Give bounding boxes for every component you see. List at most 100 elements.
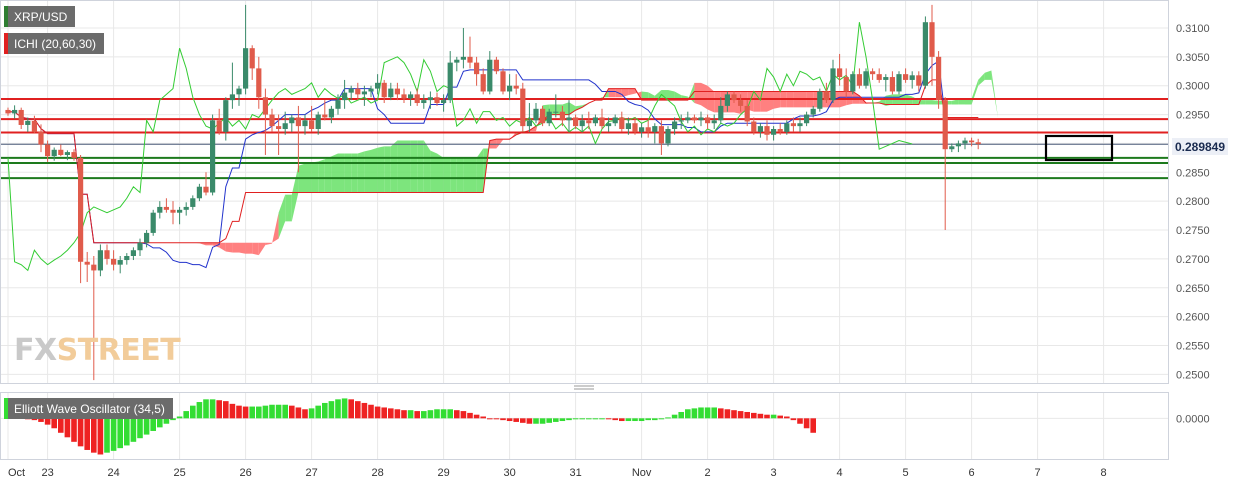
bull-candle	[718, 105, 724, 121]
oscillator-bar	[368, 404, 374, 419]
oscillator-bar	[704, 407, 711, 419]
kumo-segment	[397, 140, 404, 193]
kumo-segment	[252, 242, 259, 256]
oscillator-bar	[58, 418, 64, 433]
oscillator-bar	[38, 418, 44, 422]
kumo-segment	[661, 90, 668, 101]
bear-candle	[91, 264, 97, 271]
oscillator-bar	[790, 418, 797, 421]
kumo-segment	[628, 88, 635, 96]
oscillator-bar	[526, 418, 533, 424]
bull-candle	[460, 56, 466, 60]
bear-candle	[493, 59, 499, 72]
oscillator-bar	[638, 418, 645, 422]
oscillator-bar	[487, 418, 493, 420]
bear-candle	[84, 261, 90, 265]
oscillator-bar	[605, 418, 612, 420]
time-tick-label: 31	[569, 467, 581, 479]
bull-candle	[64, 152, 70, 155]
time-tick-label: 4	[837, 467, 843, 479]
kumo-segment	[265, 242, 272, 246]
bear-candle	[78, 157, 84, 262]
price-tick-label: 0.2750	[1176, 225, 1210, 237]
oscillator-bar	[553, 418, 559, 422]
oscillator-bar	[97, 418, 104, 455]
pane-resize-handle[interactable]	[574, 385, 594, 390]
logo-fx: FX	[14, 333, 57, 368]
time-tick-label: 23	[41, 467, 53, 479]
bull-candle	[315, 114, 321, 129]
oscillator-bar	[447, 409, 453, 419]
bear-candle	[942, 100, 948, 150]
kumo-segment	[773, 91, 781, 109]
bull-candle	[137, 242, 143, 251]
bull-candle	[177, 209, 183, 213]
time-tick-label: 8	[1101, 467, 1107, 479]
kumo-segment	[668, 90, 675, 101]
kumo-segment	[384, 146, 391, 193]
oscillator-bar	[71, 418, 77, 442]
oscillator-bar	[249, 406, 255, 419]
bear-candle	[876, 74, 882, 80]
kumo-segment	[476, 148, 484, 193]
oscillator-bar	[612, 418, 618, 421]
bear-candle	[513, 85, 519, 89]
oscillator-bar	[513, 418, 519, 422]
kumo-segment	[978, 72, 985, 86]
bull-candle	[335, 100, 341, 109]
oscillator-bar	[625, 418, 632, 422]
bull-candle	[302, 120, 308, 127]
kumo-segment	[674, 91, 682, 101]
pair-legend[interactable]: XRP/USD	[4, 6, 76, 27]
bear-candle	[738, 100, 744, 106]
bull-candle	[711, 120, 717, 124]
oscillator-bar	[328, 401, 335, 419]
kumo-segment	[463, 157, 470, 193]
kumo-segment	[489, 139, 497, 149]
bull-candle	[672, 121, 678, 129]
bear-candle	[249, 48, 255, 69]
bear-candle	[394, 88, 400, 95]
ichimoku-legend[interactable]: ICHI (20,60,30)	[4, 33, 105, 54]
oscillator-bar	[718, 408, 724, 419]
kumo-segment	[753, 91, 761, 112]
kumo-segment	[258, 242, 266, 256]
kumo-segment	[338, 153, 345, 193]
oscillator-bar	[665, 417, 671, 419]
kumo-segment	[219, 242, 226, 252]
oscillator-bar	[91, 418, 97, 453]
bear-candle	[843, 77, 849, 92]
bear-candle	[111, 258, 117, 265]
bull-candle	[784, 123, 790, 132]
bear-candle	[599, 117, 605, 127]
oscillator-label: Elliott Wave Oscillator (34,5)	[14, 401, 165, 416]
bull-candle	[771, 129, 777, 135]
bear-candle	[744, 105, 750, 122]
oscillator-bar	[645, 418, 651, 421]
bear-candle	[751, 121, 757, 132]
current-price-badge: 0.289849	[1172, 138, 1228, 155]
price-tick-label: 0.3050	[1176, 52, 1210, 64]
bear-candle	[322, 114, 328, 118]
bear-candle	[401, 94, 407, 99]
kumo-segment	[569, 102, 576, 115]
price-tick-label: 0.2500	[1176, 369, 1210, 381]
oscillator-bar	[652, 418, 658, 421]
kumo-segment	[701, 82, 708, 110]
kumo-segment	[760, 91, 767, 112]
oscillator-bar	[658, 418, 665, 420]
bull-candle	[507, 85, 513, 92]
bear-candle	[170, 209, 176, 213]
oscillator-bar	[757, 413, 764, 419]
kumo-segment	[536, 105, 543, 132]
kumo-segment	[245, 242, 253, 254]
time-axis-labels[interactable]: Oct 23 24 25 26 27 28 29 30 31 Nov 2 3 4 5 6 7 8	[8, 467, 1107, 479]
bear-candle	[18, 109, 24, 125]
oscillator-legend[interactable]: Elliott Wave Oscillator (34,5)	[4, 398, 173, 419]
bull-candle	[130, 250, 136, 256]
time-tick-label: 25	[173, 467, 185, 479]
oscillator-bar	[388, 408, 394, 419]
oscillator-bar	[348, 399, 354, 419]
bull-candle	[909, 75, 915, 80]
bear-candle	[434, 97, 440, 104]
